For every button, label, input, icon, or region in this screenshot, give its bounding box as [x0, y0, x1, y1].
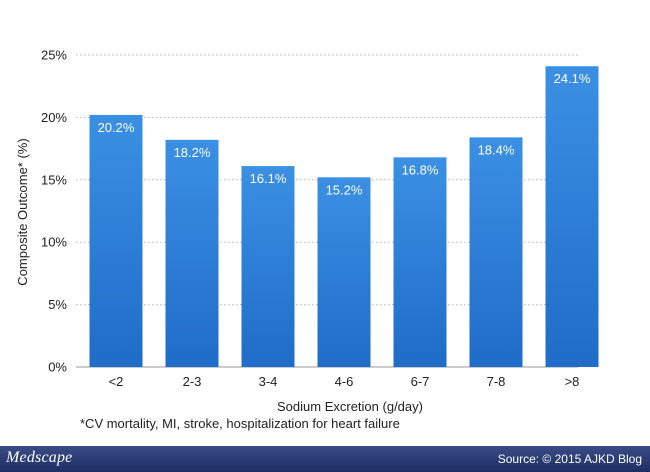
bar-value-label: 20.2%	[98, 120, 135, 135]
y-tick-label: 25%	[41, 48, 67, 63]
y-tick-label: 5%	[48, 297, 67, 312]
y-tick-label: 10%	[41, 235, 67, 250]
bar-value-label: 24.1%	[554, 71, 591, 86]
y-axis-ticks: 0% 5% 10% 15% 20% 25%	[41, 48, 67, 375]
x-tick-label: 2-3	[183, 374, 202, 389]
x-tick-label: >8	[565, 374, 580, 389]
bar	[393, 157, 447, 367]
bar-value-label: 15.2%	[326, 182, 363, 197]
medscape-logo[interactable]: Medscape	[6, 449, 73, 466]
x-tick-label: 4-6	[335, 374, 354, 389]
bar	[241, 166, 295, 367]
source-credit: Source: © 2015 AJKD Blog	[497, 452, 642, 466]
x-tick-label: 6-7	[411, 374, 430, 389]
bar	[89, 114, 143, 368]
footer-bar: Medscape Source: © 2015 AJKD Blog	[0, 446, 650, 472]
bar	[165, 139, 219, 367]
x-axis-title: Sodium Excretion (g/day)	[277, 399, 423, 414]
y-tick-label: 20%	[41, 110, 67, 125]
bar	[317, 177, 371, 367]
bar-chart: 0% 5% 10% 15% 20% 25% 20.2% 18.2% 16.1% 15.2% 16.…	[15, 48, 599, 414]
y-tick-label: 15%	[41, 172, 67, 187]
x-tick-label: 3-4	[259, 374, 278, 389]
x-tick-label: <2	[109, 374, 124, 389]
y-axis-title: Composite Outcome* (%)	[15, 138, 30, 285]
bar-value-label: 18.2%	[174, 145, 211, 160]
bar-value-label: 16.1%	[250, 171, 287, 186]
bar	[469, 137, 523, 367]
x-tick-label: 7-8	[487, 374, 506, 389]
x-axis-ticks: <2 2-3 3-4 4-6 6-7 7-8 >8	[109, 374, 580, 389]
bar-value-label: 16.8%	[402, 162, 439, 177]
y-tick-label: 0%	[48, 360, 67, 375]
bar-value-label: 18.4%	[478, 142, 515, 157]
bars: 20.2% 18.2% 16.1% 15.2% 16.8% 18.4% 24.1%	[89, 66, 599, 368]
bar	[545, 66, 599, 368]
footnote: *CV mortality, MI, stroke, hospitalizati…	[80, 416, 400, 431]
